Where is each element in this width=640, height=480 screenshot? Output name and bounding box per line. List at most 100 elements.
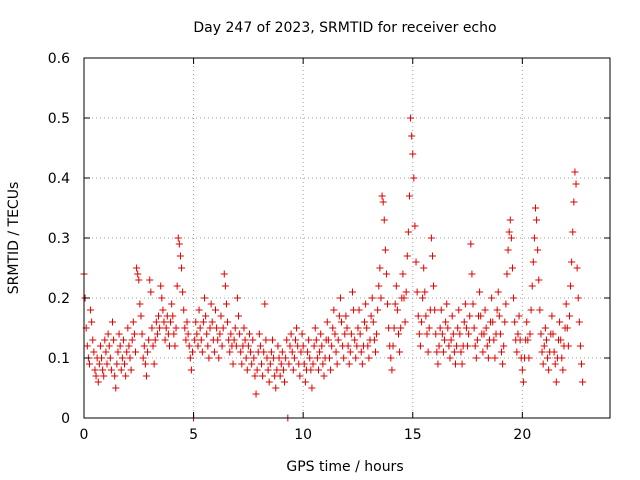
data-point xyxy=(431,306,439,314)
data-point xyxy=(153,330,161,338)
data-point xyxy=(310,342,318,350)
data-point xyxy=(563,324,571,332)
data-point xyxy=(443,300,451,308)
data-point xyxy=(356,330,364,338)
data-point xyxy=(114,348,122,356)
data-point xyxy=(351,336,359,344)
data-point xyxy=(217,312,225,320)
data-point xyxy=(514,330,522,338)
data-point xyxy=(565,312,573,320)
data-point xyxy=(453,342,461,350)
data-point xyxy=(187,366,195,374)
data-point xyxy=(108,318,116,326)
data-point xyxy=(491,354,499,362)
data-point xyxy=(258,360,266,368)
data-point xyxy=(212,306,219,314)
data-point xyxy=(472,354,480,362)
data-point xyxy=(575,318,583,326)
data-point xyxy=(483,342,491,350)
data-point xyxy=(488,294,496,302)
data-point xyxy=(298,330,306,338)
data-point xyxy=(139,354,147,362)
data-point xyxy=(297,348,305,356)
data-point xyxy=(510,294,518,302)
data-point xyxy=(410,174,418,182)
data-point xyxy=(249,336,257,344)
data-point xyxy=(434,360,442,368)
data-point xyxy=(320,372,328,380)
data-point xyxy=(250,354,258,362)
data-point xyxy=(130,330,138,338)
data-point xyxy=(409,150,417,158)
data-point xyxy=(243,366,251,374)
data-point xyxy=(400,294,408,302)
data-point xyxy=(334,336,342,344)
data-point xyxy=(318,342,326,350)
data-point xyxy=(296,372,304,380)
data-point xyxy=(176,252,184,260)
data-point xyxy=(531,204,539,212)
x-tick-label: 20 xyxy=(513,427,531,443)
data-point xyxy=(287,330,295,338)
data-point xyxy=(574,294,582,302)
data-point xyxy=(361,318,369,326)
data-point xyxy=(382,270,390,278)
data-point xyxy=(503,270,511,278)
data-point xyxy=(384,300,392,308)
data-point xyxy=(357,348,365,356)
data-point xyxy=(149,342,157,350)
y-tick-label: 0.3 xyxy=(48,231,70,247)
data-point xyxy=(194,342,202,350)
data-point xyxy=(545,366,553,374)
data-point xyxy=(100,372,108,380)
data-point xyxy=(215,354,223,362)
data-point xyxy=(170,330,178,338)
data-point xyxy=(133,264,141,272)
data-point xyxy=(180,306,188,314)
data-point xyxy=(124,324,132,332)
data-point xyxy=(106,354,114,362)
data-point xyxy=(152,318,160,326)
data-point xyxy=(424,348,432,356)
data-point xyxy=(147,288,155,296)
data-point xyxy=(232,342,240,350)
data-point xyxy=(307,366,315,374)
data-point xyxy=(329,324,337,332)
data-point xyxy=(573,264,581,272)
data-point xyxy=(172,324,180,332)
data-point xyxy=(151,336,159,344)
data-point xyxy=(345,360,353,368)
data-point xyxy=(309,360,317,368)
data-point xyxy=(533,216,541,224)
y-tick-label: 0.5 xyxy=(48,111,70,127)
data-point xyxy=(473,336,481,344)
y-tick-label: 0.4 xyxy=(48,171,70,187)
x-axis-title: GPS time / hours xyxy=(286,459,403,475)
data-point xyxy=(268,336,276,344)
x-tick-label: 0 xyxy=(80,427,89,443)
data-point xyxy=(354,324,362,332)
data-point xyxy=(167,318,175,326)
data-point xyxy=(144,348,152,356)
data-point xyxy=(251,372,259,380)
data-point xyxy=(375,282,383,290)
data-point xyxy=(198,348,206,356)
data-point xyxy=(559,366,567,374)
data-point xyxy=(210,348,218,356)
data-point xyxy=(482,324,490,332)
data-point xyxy=(306,354,314,362)
y-tick-label: 0.6 xyxy=(48,51,70,67)
data-point xyxy=(142,372,150,380)
data-point xyxy=(419,294,427,302)
data-point xyxy=(259,372,267,380)
data-point xyxy=(355,306,363,314)
data-point xyxy=(150,360,158,368)
data-point xyxy=(540,342,548,350)
data-point xyxy=(526,330,534,338)
y-tick-label: 0.2 xyxy=(48,291,70,307)
data-point xyxy=(444,324,452,332)
data-point xyxy=(256,342,264,350)
data-point xyxy=(468,270,476,278)
data-point xyxy=(454,324,462,332)
data-point xyxy=(158,294,166,302)
